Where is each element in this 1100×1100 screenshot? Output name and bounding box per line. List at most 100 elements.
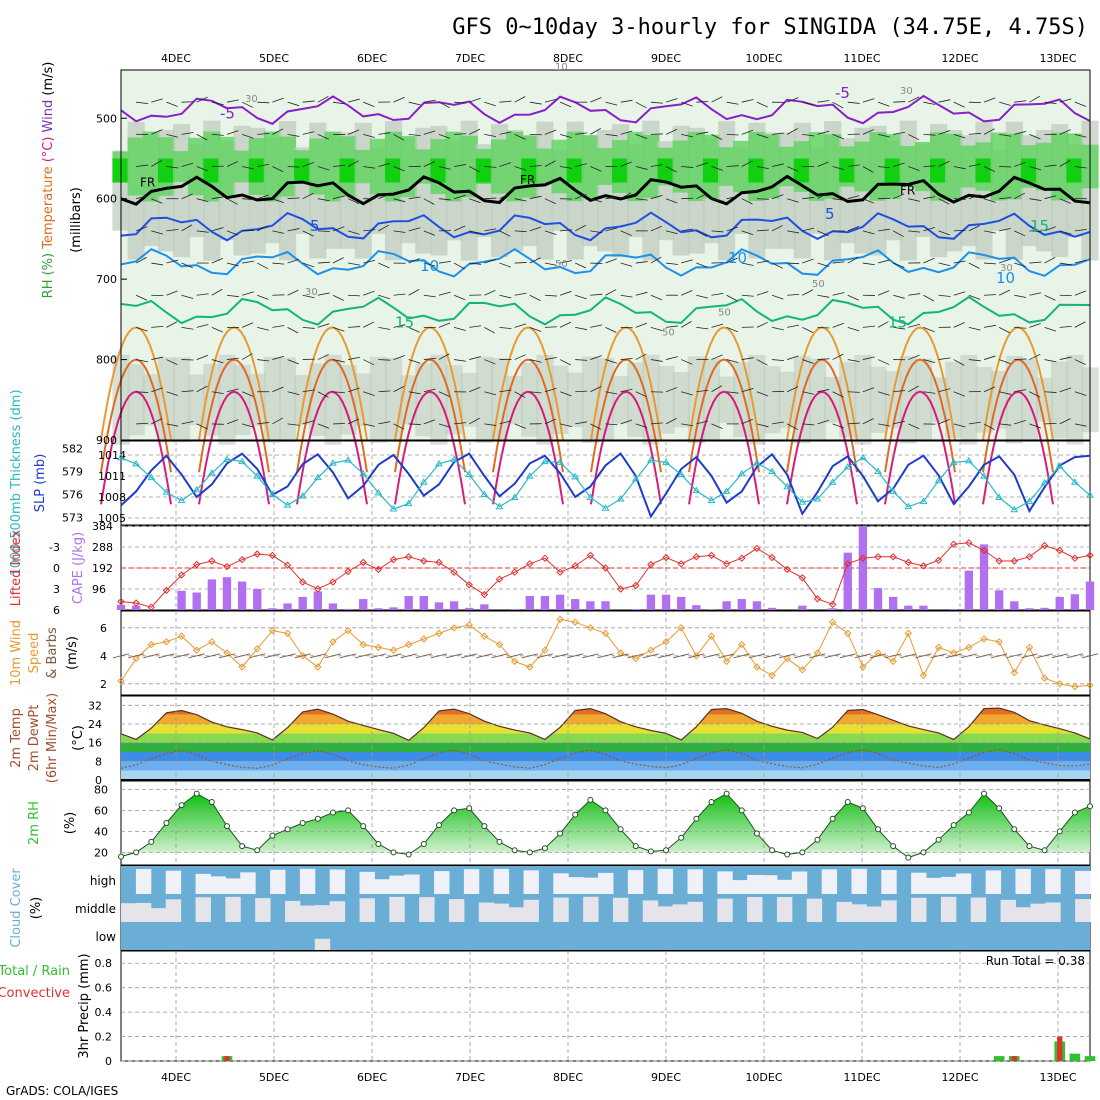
cape-bar — [434, 602, 444, 610]
axis-title: 2m RH — [27, 801, 42, 845]
cape-bar — [525, 596, 534, 610]
cloud-clear-cell — [866, 906, 882, 922]
wind-speed-marker — [859, 663, 867, 671]
cloud-clear-cell — [1075, 870, 1091, 894]
wind-barb — [983, 294, 997, 296]
wind-barb — [196, 198, 209, 202]
wind-speed-marker — [647, 646, 655, 654]
rh-marker — [784, 851, 791, 858]
cape-bar — [540, 596, 550, 610]
precip-convective-bar — [224, 1056, 230, 1061]
wind-speed-marker — [844, 629, 852, 638]
wind-barb — [272, 128, 284, 135]
precip-tick-label: 0.2 — [95, 1031, 113, 1044]
lifted-index-marker — [389, 555, 398, 564]
wind-barb — [544, 98, 557, 103]
wind-barb — [567, 653, 584, 659]
wind-barb — [635, 391, 647, 398]
wind-barb — [718, 653, 735, 659]
wind-barb — [544, 387, 557, 393]
wind-barb — [1044, 195, 1057, 200]
wind-barb — [763, 653, 781, 659]
wind-barb — [938, 388, 951, 393]
wind-barb — [862, 262, 875, 266]
wind-barb — [1059, 98, 1072, 103]
wind-barb — [802, 423, 815, 426]
wind-barb — [499, 193, 511, 200]
wind-barb — [794, 653, 811, 659]
wind-barb — [544, 357, 557, 360]
wind-barb — [893, 162, 905, 167]
wind-barb — [999, 227, 1011, 232]
wind-barb — [817, 161, 829, 167]
axis-title: (6hr Min/Max) — [45, 693, 60, 783]
wind-barb — [514, 323, 527, 328]
wind-barb — [438, 198, 451, 201]
wind-barb — [1029, 391, 1041, 398]
temp-tick-label: 24 — [88, 718, 102, 731]
cloud-clear-cell — [404, 874, 420, 894]
cape-bar — [131, 605, 141, 610]
wind-speed-marker — [904, 629, 913, 638]
rh-marker — [981, 790, 988, 797]
wind-barb — [408, 258, 420, 264]
wind-barb — [196, 166, 209, 172]
precip-tick-label: 0.4 — [95, 1006, 113, 1019]
wind-barb — [272, 386, 284, 393]
wind-barb — [166, 423, 179, 427]
wind-barb — [188, 653, 205, 659]
wind-barb — [657, 653, 675, 659]
wind-barb — [499, 162, 511, 167]
wind-barb — [181, 262, 193, 269]
wind-barb — [999, 197, 1012, 200]
cloud-clear-cell — [1015, 868, 1031, 894]
wind-barb — [211, 327, 224, 333]
wind-barb — [1029, 292, 1042, 296]
cape-bar — [737, 599, 746, 610]
wind-barb — [499, 420, 512, 425]
wind-barb — [393, 355, 405, 360]
wind-barb — [605, 196, 618, 200]
rh-marker — [723, 790, 730, 797]
wind-barb — [400, 653, 417, 659]
wind-speed-line — [120, 618, 1091, 688]
wind-barb — [681, 133, 694, 138]
wind-barb — [711, 230, 724, 233]
wind-barb — [877, 290, 890, 296]
wind-barb — [968, 421, 981, 425]
rh-marker — [753, 830, 760, 837]
cloud-clear-cell — [776, 897, 793, 922]
isotherm-arch — [296, 358, 368, 473]
wind-barb — [650, 422, 663, 425]
cloud-clear-cell — [523, 870, 539, 894]
wind-speed-marker — [177, 632, 186, 640]
wind-barb — [787, 262, 800, 265]
thickness-marker — [313, 473, 322, 481]
top-date-label: 9DEC — [651, 52, 681, 65]
wind-speed-marker — [934, 643, 943, 652]
wind-barb — [817, 230, 829, 237]
wind-barb — [938, 99, 951, 103]
wind-barb — [287, 359, 299, 365]
axis-title: 3hr Precip (mm) — [77, 953, 92, 1058]
wind-barb — [862, 198, 875, 204]
wind-barb — [423, 419, 436, 425]
precip-tick-label: 0.6 — [95, 982, 113, 995]
isotherm-line — [120, 295, 1091, 326]
isotherm-label: 5 — [825, 205, 835, 223]
wind-tick-label: 2 — [100, 678, 107, 691]
wind-barb — [559, 423, 572, 428]
wind-barb — [347, 198, 360, 204]
wind-barb — [802, 359, 814, 364]
wind-barb — [953, 322, 965, 328]
rh-cell — [854, 354, 872, 445]
wind-barb — [135, 294, 148, 301]
wind-barb — [302, 294, 315, 299]
wind-barb — [408, 359, 421, 364]
isotherm-arch — [884, 326, 956, 441]
wind-barb — [136, 391, 149, 393]
wind-barb — [756, 423, 769, 428]
rh-cell — [1066, 355, 1084, 445]
wind-barb — [787, 324, 800, 328]
cape-bar — [328, 603, 338, 610]
